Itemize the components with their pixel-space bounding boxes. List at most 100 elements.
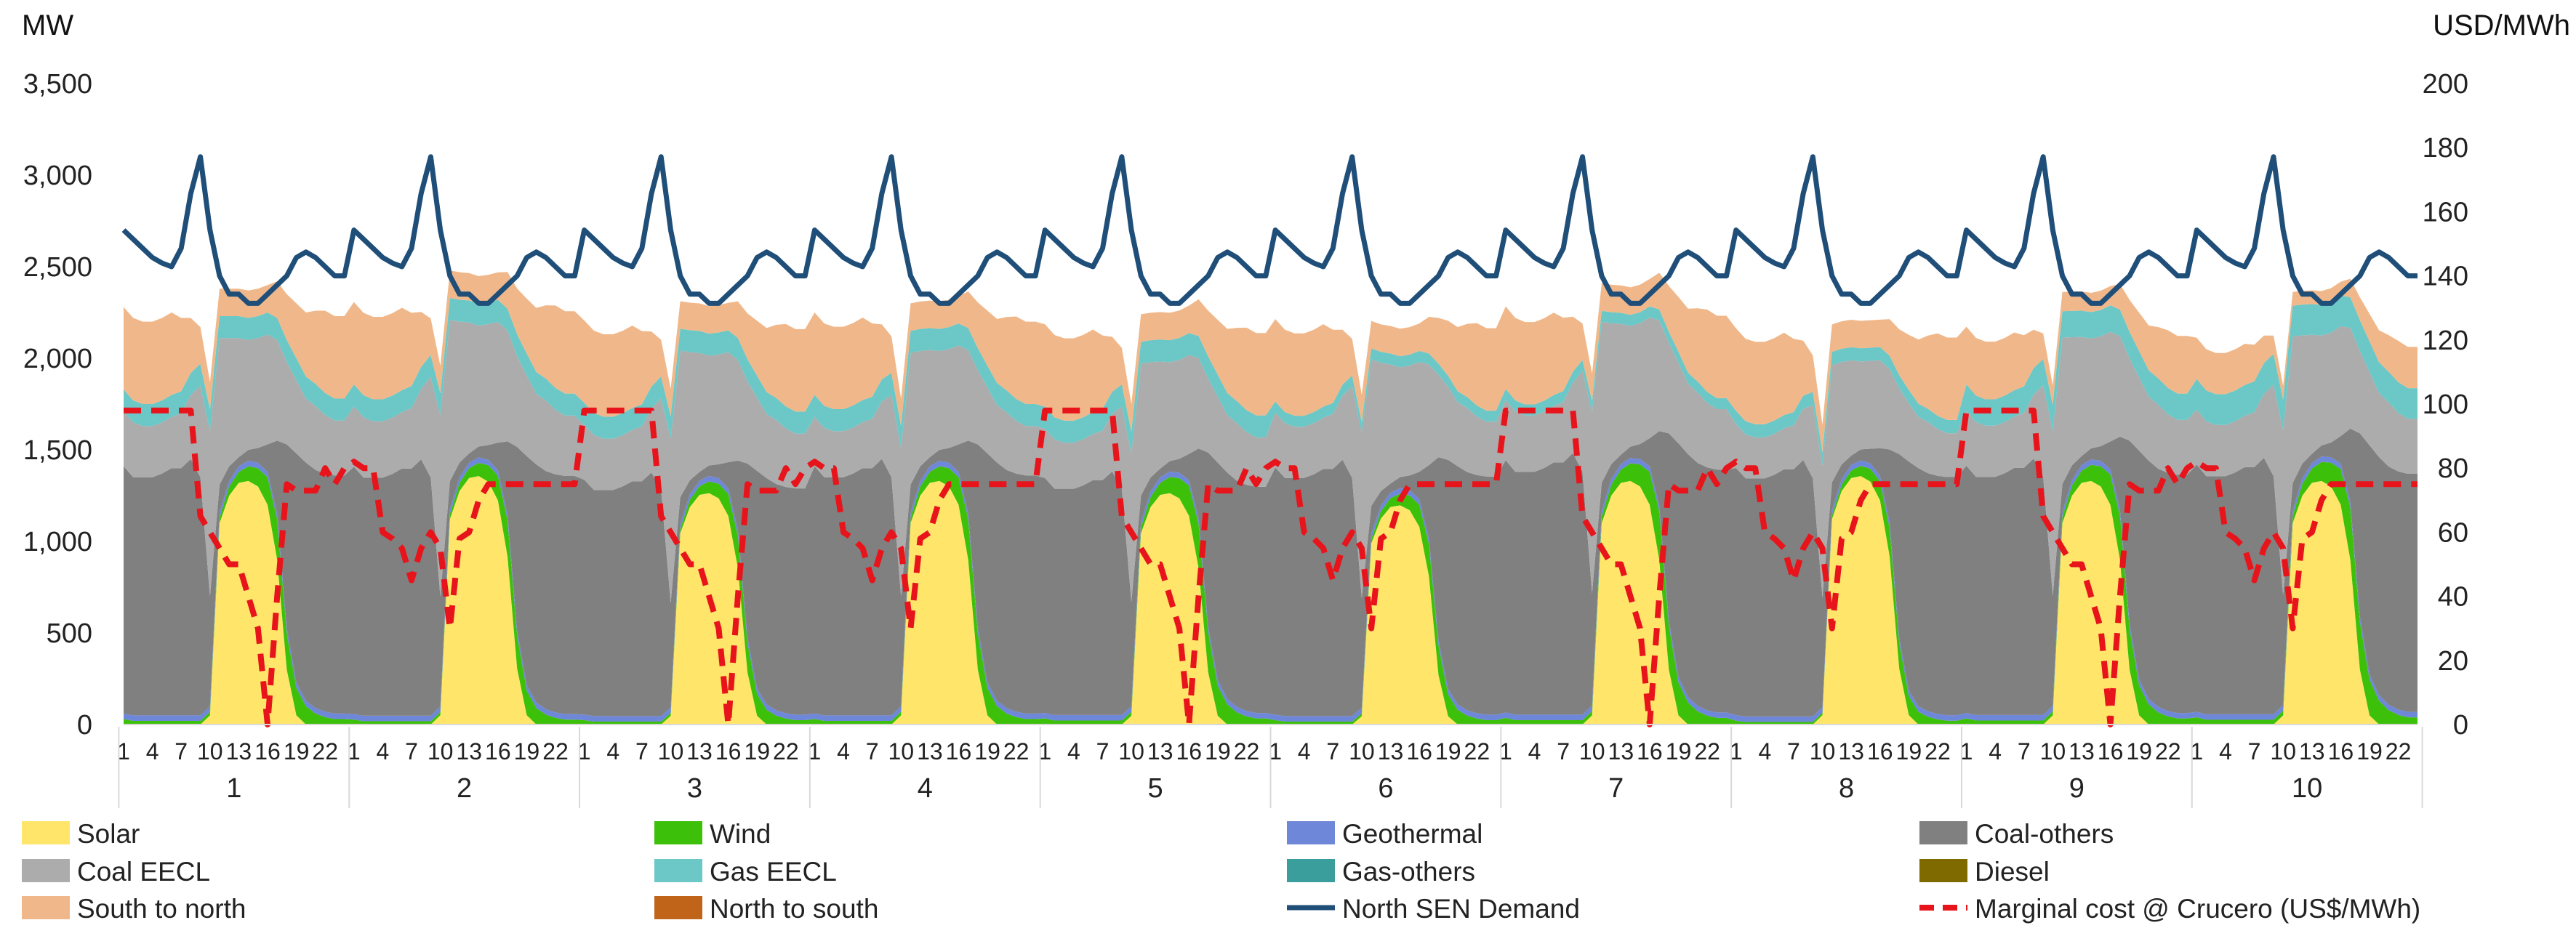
right-tick-label: 0 xyxy=(2453,710,2468,741)
hour-tick-label: 1 xyxy=(2190,738,2203,764)
hour-tick-label: 10 xyxy=(197,738,223,764)
axes: 0 500 1,000 1,500 2,000 2,500 3,000 3,500 0 20 40 6… xyxy=(23,69,2468,808)
hour-tick-label: 4 xyxy=(377,738,390,764)
left-tick-label: 3,500 xyxy=(23,69,92,100)
right-tick-label: 100 xyxy=(2423,390,2468,420)
right-axis-unit: USD/MWh xyxy=(2433,9,2570,41)
left-tick-label: 2,500 xyxy=(23,252,92,283)
legend-swatch-north-to-south xyxy=(654,896,702,919)
hour-tick-label: 19 xyxy=(974,738,1000,764)
hour-tick-label: 10 xyxy=(1579,738,1605,764)
left-tick-label: 500 xyxy=(47,618,92,649)
hour-tick-label: 7 xyxy=(635,738,649,764)
hour-tick-label: 10 xyxy=(2270,738,2296,764)
day-label: 8 xyxy=(1839,773,1854,804)
hour-tick-label: 13 xyxy=(2299,738,2325,764)
hour-tick-label: 13 xyxy=(1378,738,1404,764)
hour-tick-label: 7 xyxy=(1326,738,1339,764)
legend-label: Marginal cost @ Crucero (US$/MWh) xyxy=(1975,894,2420,924)
day-label: 3 xyxy=(687,773,702,804)
hour-tick-label: 10 xyxy=(1810,738,1836,764)
hour-tick-label: 22 xyxy=(1464,738,1490,764)
hour-tick-label: 19 xyxy=(284,738,310,764)
left-tick-label: 3,000 xyxy=(23,161,92,191)
hour-tick-label: 13 xyxy=(1147,738,1173,764)
legend-swatch-coal-eecl xyxy=(22,859,70,882)
hour-tick-label: 4 xyxy=(606,738,619,764)
area-south-to-north xyxy=(124,270,2417,453)
legend-swatch-south-to-north xyxy=(22,896,70,919)
hour-tick-label: 19 xyxy=(2356,738,2383,764)
hour-tick-label: 7 xyxy=(1096,738,1110,764)
legend-label: Coal-others xyxy=(1975,819,2114,849)
hour-tick-label: 13 xyxy=(456,738,482,764)
hour-tick-label: 16 xyxy=(946,738,972,764)
hour-tick-label: 13 xyxy=(1838,738,1864,764)
hour-tick-label: 10 xyxy=(658,738,684,764)
right-tick-label: 140 xyxy=(2423,262,2468,292)
legend-label: Geothermal xyxy=(1342,819,1482,849)
hour-tick-label: 19 xyxy=(514,738,540,764)
legend: Solar Wind Geothermal Coal-others Coal EECL G… xyxy=(22,819,2420,924)
day-label: 1 xyxy=(226,773,241,804)
legend-swatch-gas-eecl xyxy=(654,859,702,882)
hour-tick-label: 4 xyxy=(837,738,850,764)
legend-label: Gas-others xyxy=(1342,857,1475,887)
legend-swatch-wind xyxy=(654,821,702,844)
hour-tick-label: 4 xyxy=(1989,738,2002,764)
hour-tick-label: 10 xyxy=(888,738,914,764)
hour-tick-label: 1 xyxy=(578,738,591,764)
hour-tick-label: 4 xyxy=(1298,738,1311,764)
line-north-sen-demand xyxy=(121,154,2417,306)
hour-tick-label: 1 xyxy=(1038,738,1051,764)
hour-tick-label: 19 xyxy=(2126,738,2152,764)
legend-label: Diesel xyxy=(1975,857,2050,887)
area-coal-eecl xyxy=(124,317,2417,603)
hour-tick-label: 4 xyxy=(1758,738,1771,764)
hour-tick-label: 1 xyxy=(1269,738,1282,764)
right-tick-label: 60 xyxy=(2438,517,2468,548)
day-label: 5 xyxy=(1148,773,1163,804)
hour-tick-label: 22 xyxy=(773,738,799,764)
area-solar xyxy=(124,476,2417,725)
right-tick-label: 180 xyxy=(2423,133,2468,164)
legend-label: Solar xyxy=(77,819,140,849)
hour-tick-label: 22 xyxy=(2155,738,2181,764)
hour-tick-label: 4 xyxy=(2219,738,2232,764)
day-label: 6 xyxy=(1378,773,1393,804)
hour-tick-label: 7 xyxy=(405,738,418,764)
hour-tick-label: 13 xyxy=(917,738,943,764)
hour-tick-label: 22 xyxy=(1925,738,1951,764)
hour-tick-label: 1 xyxy=(1499,738,1512,764)
right-tick-label: 120 xyxy=(2423,326,2468,356)
right-tick-label: 160 xyxy=(2423,197,2468,227)
hour-tick-label: 1 xyxy=(1730,738,1743,764)
legend-swatch-diesel xyxy=(1919,859,1967,882)
hour-tick-label: 22 xyxy=(2386,738,2412,764)
day-label: 2 xyxy=(457,773,472,804)
right-tick-label: 200 xyxy=(2423,69,2468,100)
hour-tick-label: 13 xyxy=(1608,738,1634,764)
legend-swatch-gas-others xyxy=(1287,859,1335,882)
hour-tick-label: 7 xyxy=(2018,738,2031,764)
legend-swatch-coal-others xyxy=(1919,821,1967,844)
legend-label: Coal EECL xyxy=(77,857,210,887)
hour-tick-label: 16 xyxy=(1867,738,1893,764)
right-tick-label: 20 xyxy=(2438,646,2468,677)
hour-tick-label: 16 xyxy=(2098,738,2124,764)
left-tick-label: 0 xyxy=(77,710,92,741)
hour-tick-label: 16 xyxy=(1176,738,1202,764)
hour-tick-label: 10 xyxy=(2040,738,2066,764)
hour-tick-label: 1 xyxy=(1960,738,1973,764)
hour-tick-label: 22 xyxy=(1694,738,1720,764)
legend-label: North SEN Demand xyxy=(1342,894,1580,924)
legend-swatch-solar xyxy=(22,821,70,844)
hour-tick-label: 16 xyxy=(2328,738,2354,764)
hour-tick-label: 16 xyxy=(715,738,742,764)
hour-tick-label: 10 xyxy=(1118,738,1144,764)
left-tick-label: 2,000 xyxy=(23,344,92,374)
hour-tick-label: 13 xyxy=(226,738,252,764)
legend-label: North to south xyxy=(710,894,878,924)
day-label: 9 xyxy=(2069,773,2085,804)
